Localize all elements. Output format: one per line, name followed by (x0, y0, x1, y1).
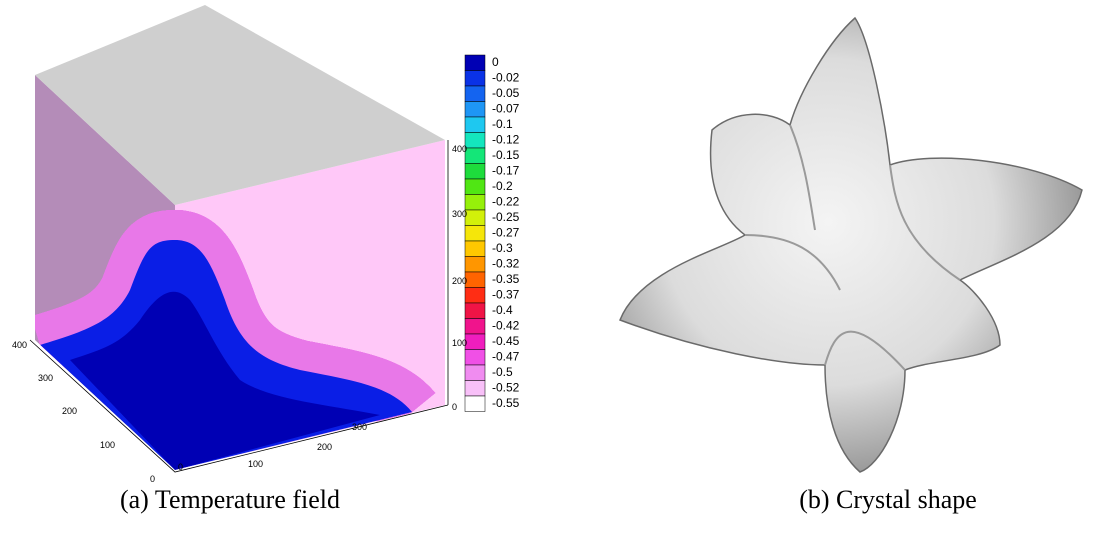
colorbar-label: -0.15 (492, 148, 520, 162)
colorbar-cell (465, 195, 485, 211)
colorbar-cell (465, 102, 485, 118)
colorbar-label: -0.1 (492, 117, 513, 131)
colorbar-cell (465, 179, 485, 195)
colorbar-cell (465, 381, 485, 397)
axis-tick-label: 300 (452, 209, 467, 219)
colorbar-cell (465, 148, 485, 164)
colorbar-label: 0 (492, 55, 499, 69)
axis-tick-label: 200 (452, 276, 467, 286)
axis-tick-label: 100 (100, 440, 115, 450)
colorbar-cell (465, 210, 485, 226)
colorbar-cell (465, 303, 485, 319)
colorbar-label: -0.52 (492, 380, 520, 394)
colorbar-label: -0.27 (492, 225, 520, 239)
colorbar-label: -0.5 (492, 365, 513, 379)
colorbar-label: -0.55 (492, 396, 520, 410)
colorbar-label: -0.4 (492, 303, 513, 317)
colorbar-label: -0.42 (492, 318, 520, 332)
colorbar-cell (465, 71, 485, 87)
colorbar-label: -0.22 (492, 194, 520, 208)
axis-tick-label: 400 (452, 144, 467, 154)
colorbar-label: -0.02 (492, 70, 520, 84)
caption: (b) Crystal shape (799, 485, 977, 514)
colorbar-label: -0.2 (492, 179, 513, 193)
colorbar-label: -0.45 (492, 334, 520, 348)
axis-tick-label: 200 (62, 406, 77, 416)
colorbar-cell (465, 334, 485, 350)
colorbar-cell (465, 257, 485, 273)
axis-tick-label: 200 (317, 442, 332, 452)
temperature-cube (30, 5, 448, 472)
colorbar-cell (465, 365, 485, 381)
axis-tick-label: 400 (12, 340, 27, 350)
colorbar-cell (465, 272, 485, 288)
colorbar-cell (465, 133, 485, 149)
colorbar-label: -0.07 (492, 101, 520, 115)
colorbar-label: -0.25 (492, 210, 520, 224)
colorbar-cell (465, 164, 485, 180)
colorbar-cell (465, 288, 485, 304)
figure: 0-0.02-0.05-0.07-0.1-0.12-0.15-0.17-0.2-… (0, 0, 1095, 534)
axis-tick-label: 0 (452, 402, 457, 412)
colorbar-cell (465, 396, 485, 412)
colorbar-label: -0.05 (492, 86, 520, 100)
colorbar-label: -0.32 (492, 256, 520, 270)
colorbar-label: -0.37 (492, 287, 520, 301)
colorbar-cell (465, 55, 485, 71)
axis-tick-label: 100 (248, 459, 263, 469)
colorbar-cell (465, 241, 485, 257)
axis-tick-label: 300 (38, 373, 53, 383)
colorbar-label: -0.3 (492, 241, 513, 255)
axis-tick-label: 0 (178, 462, 183, 472)
colorbar-cell (465, 86, 485, 102)
axis-tick-label: 100 (452, 338, 467, 348)
colorbar-label: -0.35 (492, 272, 520, 286)
colorbar-label: -0.17 (492, 163, 520, 177)
crystal-shape (620, 18, 1082, 472)
colorbar-cell (465, 350, 485, 366)
colorbar: 0-0.02-0.05-0.07-0.1-0.12-0.15-0.17-0.2-… (465, 55, 520, 412)
colorbar-cell (465, 226, 485, 242)
caption: (a) Temperature field (120, 485, 340, 514)
axis-tick-label: 0 (150, 474, 155, 484)
colorbar-label: -0.47 (492, 349, 520, 363)
colorbar-cell (465, 117, 485, 133)
axis-tick-label: 300 (352, 422, 367, 432)
colorbar-cell (465, 319, 485, 335)
colorbar-label: -0.12 (492, 132, 520, 146)
